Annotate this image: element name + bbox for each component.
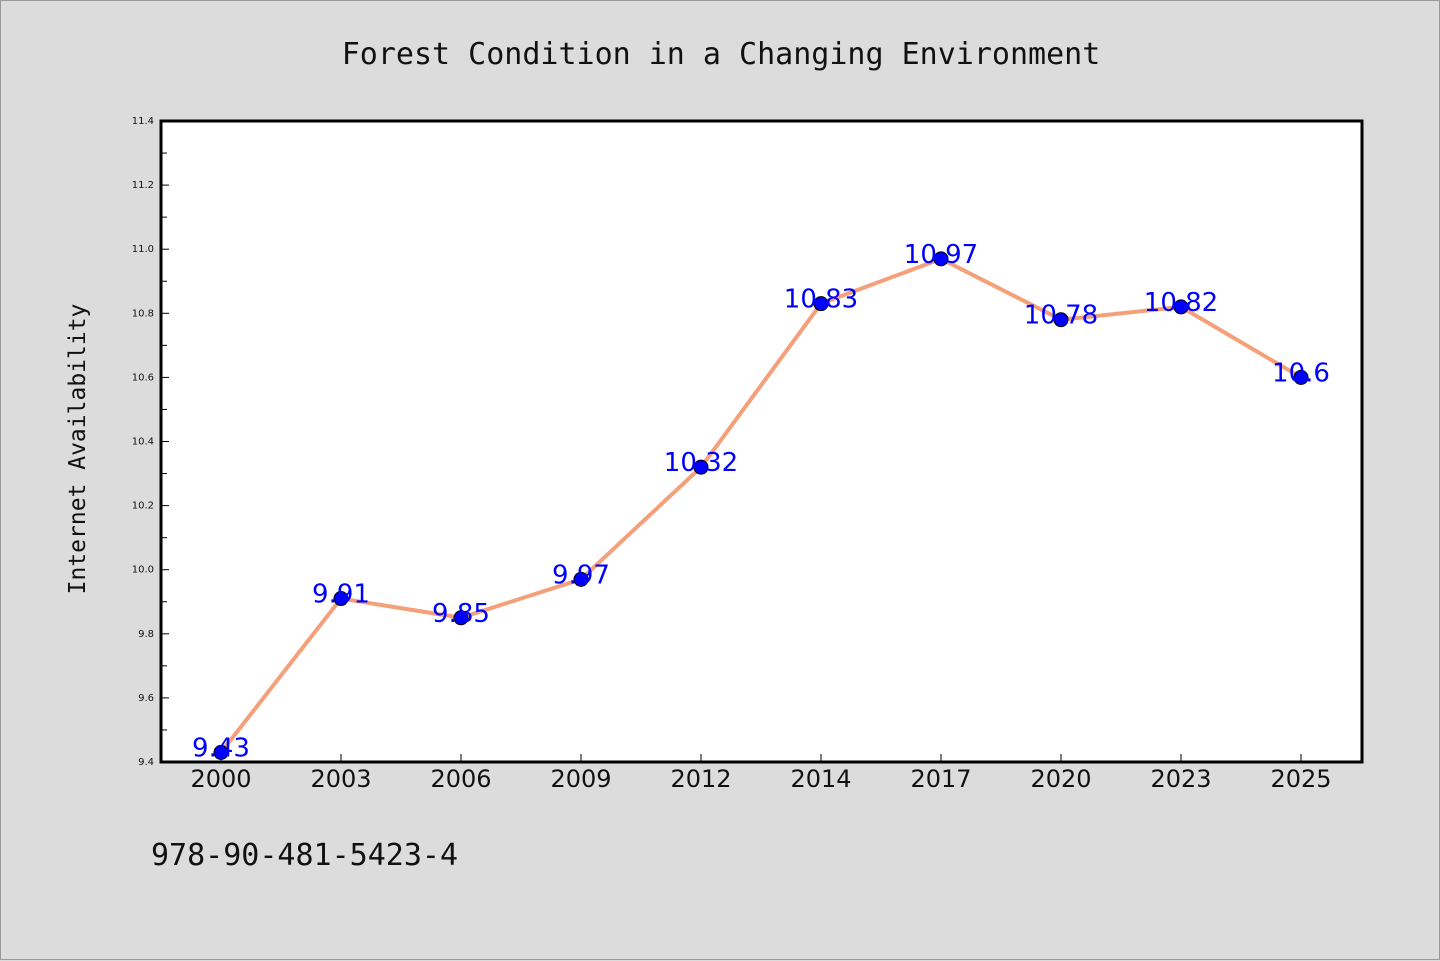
x-tick-label: 2020 [1030, 765, 1091, 793]
data-point [333, 591, 349, 607]
data-labels: 9.43 9.91 9.85 9.97 10.32 10.83 10.97 10.78 10.8… [192, 240, 1330, 764]
x-tick-label: 2017 [910, 765, 971, 793]
data-label: 10.32 [664, 448, 738, 478]
data-label: 9.43 [192, 733, 250, 763]
y-axis-label: Internet Availability [65, 304, 91, 595]
chart-title: Forest Condition in a Changing Environme… [342, 37, 1101, 72]
data-label: 9.85 [432, 599, 490, 629]
data-point [213, 744, 229, 760]
data-point [1173, 299, 1189, 315]
data-label: 10.83 [784, 285, 858, 315]
y-tick-label: 9.6 [138, 693, 154, 704]
y-tick-label: 9.4 [138, 757, 154, 768]
data-label: 10.97 [904, 240, 978, 270]
x-tick-label: 2023 [1150, 765, 1211, 793]
data-point [453, 610, 469, 626]
x-tick-label: 2012 [670, 765, 731, 793]
y-tick-label: 9.8 [138, 629, 154, 640]
y-tick-label: 10.4 [132, 437, 154, 448]
series-line [219, 256, 1303, 755]
footer-code: 978-90-481-5423-4 [151, 838, 458, 873]
y-tick-label: 10.2 [132, 501, 154, 512]
x-tick-label: 2006 [430, 765, 491, 793]
data-point [933, 251, 949, 267]
data-label: 9.91 [312, 580, 370, 610]
y-tick-label: 11.2 [132, 180, 154, 191]
x-tick-label: 2014 [790, 765, 851, 793]
data-label: 10.82 [1144, 288, 1218, 318]
data-label: 10.78 [1024, 301, 1098, 331]
y-tick-label: 11.0 [132, 244, 154, 255]
y-tick-label: 10.6 [132, 372, 154, 383]
x-tick-label: 2000 [190, 765, 251, 793]
y-axis: 9.4 9.6 9.8 10.0 10.2 10.4 10.6 10.8 11.0 11.2 11.… [132, 116, 169, 768]
plot-area [159, 119, 1364, 764]
data-point [693, 459, 709, 475]
series-line-group [219, 256, 1303, 755]
x-tick-label: 2025 [1270, 765, 1331, 793]
data-point [1293, 369, 1309, 385]
y-tick-label: 11.4 [132, 116, 154, 127]
y-tick-label: 10.0 [132, 565, 154, 576]
x-tick-label: 2009 [550, 765, 611, 793]
x-tick-label: 2003 [310, 765, 371, 793]
data-point [1053, 312, 1069, 328]
data-point-markers [213, 251, 1309, 760]
data-label: 9.97 [552, 560, 610, 590]
y-tick-label: 10.8 [132, 308, 154, 319]
data-point [813, 296, 829, 312]
data-label: 10.6 [1272, 358, 1330, 388]
x-axis: 2000 2003 2006 2009 2012 2014 2017 2020 2023 2025 [190, 754, 1332, 793]
data-point [573, 571, 589, 587]
